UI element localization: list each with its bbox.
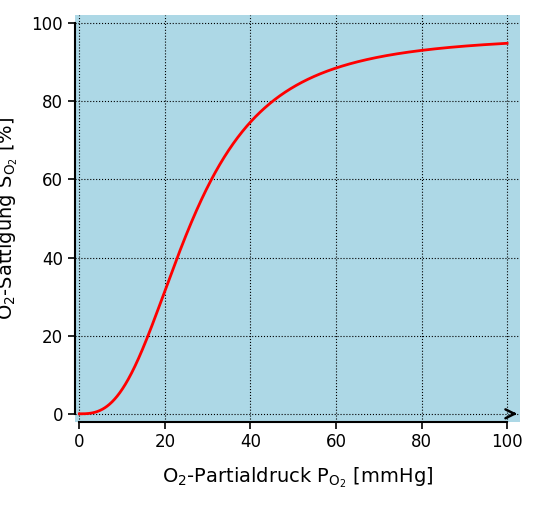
X-axis label: $\mathrm{O_2}$-Partialdruck $\mathrm{P_{O_2}}$ [mmHg]: $\mathrm{O_2}$-Partialdruck $\mathrm{P_{… (162, 465, 433, 490)
Y-axis label: $\mathrm{O_2}$-Sättigung $\mathrm{S_{O_2}}$ [%]: $\mathrm{O_2}$-Sättigung $\mathrm{S_{O_2… (0, 117, 20, 320)
